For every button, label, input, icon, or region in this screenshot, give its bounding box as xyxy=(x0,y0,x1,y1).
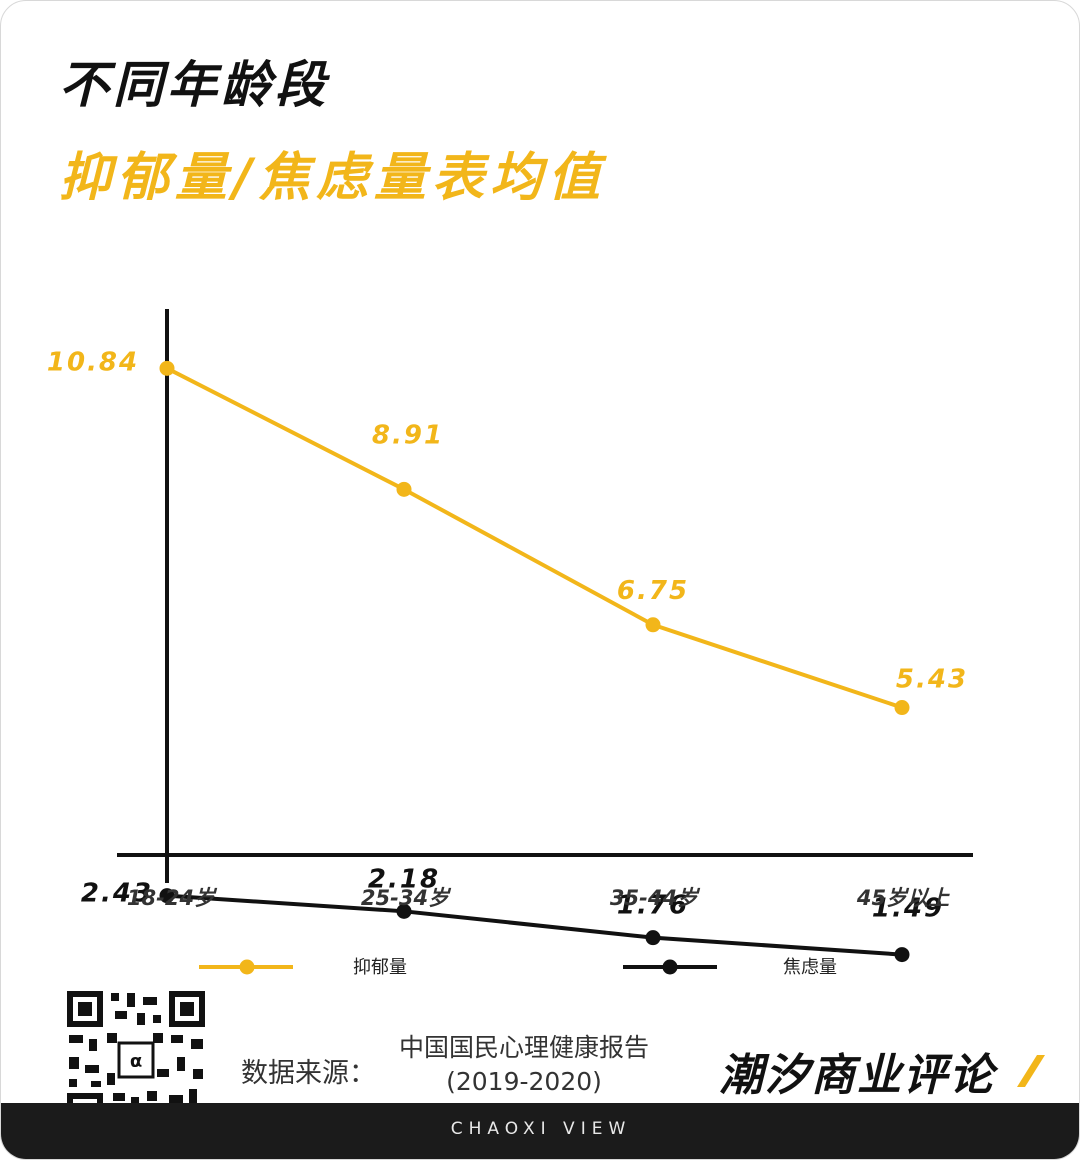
depression-data-label-2: 8.91 xyxy=(372,420,444,450)
anxiety-data-label-1: 2.43 xyxy=(81,879,153,909)
x-tick-label-3: 35-44岁 xyxy=(610,886,701,910)
depression-series-line xyxy=(166,366,903,710)
depression-data-label-1: 10.84 xyxy=(47,347,139,377)
source-years: (2019-2020) xyxy=(446,1067,602,1096)
source-label: 数据来源： xyxy=(241,1058,376,1089)
anxiety-data-label-4: 1.49 xyxy=(872,894,944,924)
series-layer: 10.84 8.91 6.75 5.43 2.43 2.18 1.76 1.49 xyxy=(47,347,968,963)
x-tick-labels: 18-24岁 25-34岁 35-44岁 45岁以上 xyxy=(127,886,950,910)
chart-title-line2: 抑郁量/焦虑量表均值 xyxy=(59,148,606,208)
legend: 抑郁量 焦虑量 xyxy=(199,957,837,978)
legend-depression-label: 抑郁量 xyxy=(353,957,407,978)
anxiety-data-label-3: 1.76 xyxy=(617,891,689,921)
depression-data-label-4: 5.43 xyxy=(896,665,968,695)
depression-point-2 xyxy=(396,481,412,497)
legend-anxiety-label: 焦虑量 xyxy=(783,957,837,978)
x-tick-label-4: 45岁以上 xyxy=(856,886,950,910)
brand-accent-icon xyxy=(1017,1055,1045,1087)
brand-logo-text: 潮汐商业评论 xyxy=(719,1050,995,1101)
anxiety-point-4 xyxy=(894,947,910,963)
line-chart: 10.84 8.91 6.75 5.43 2.43 2.18 1.76 1.49 18-24岁… xyxy=(47,309,973,978)
footer-tagline: CHAOXI VIEW xyxy=(450,1119,632,1139)
depression-point-3 xyxy=(645,617,661,633)
depression-point-4 xyxy=(894,700,910,716)
source-text: 中国国民心理健康报告 (2019-2020) xyxy=(399,1031,649,1099)
anxiety-data-label-2: 2.18 xyxy=(368,864,440,894)
legend-depression-swatch-dot xyxy=(239,959,255,975)
anxiety-series-line xyxy=(166,893,903,957)
anxiety-point-1 xyxy=(159,888,175,904)
legend-anxiety-swatch-dot xyxy=(662,959,678,975)
svg-text:α: α xyxy=(130,1051,142,1072)
depression-point-1 xyxy=(159,360,175,376)
x-tick-label-1: 18-24岁 xyxy=(127,886,218,910)
anxiety-point-3 xyxy=(645,930,661,946)
source-title: 中国国民心理健康报告 xyxy=(399,1033,650,1062)
anxiety-point-2 xyxy=(396,903,412,919)
depression-data-label-3: 6.75 xyxy=(617,576,689,606)
chart-title-line1: 不同年龄段 xyxy=(59,56,329,114)
x-tick-label-2: 25-34岁 xyxy=(361,886,452,910)
footer-bar xyxy=(1,1103,1079,1159)
